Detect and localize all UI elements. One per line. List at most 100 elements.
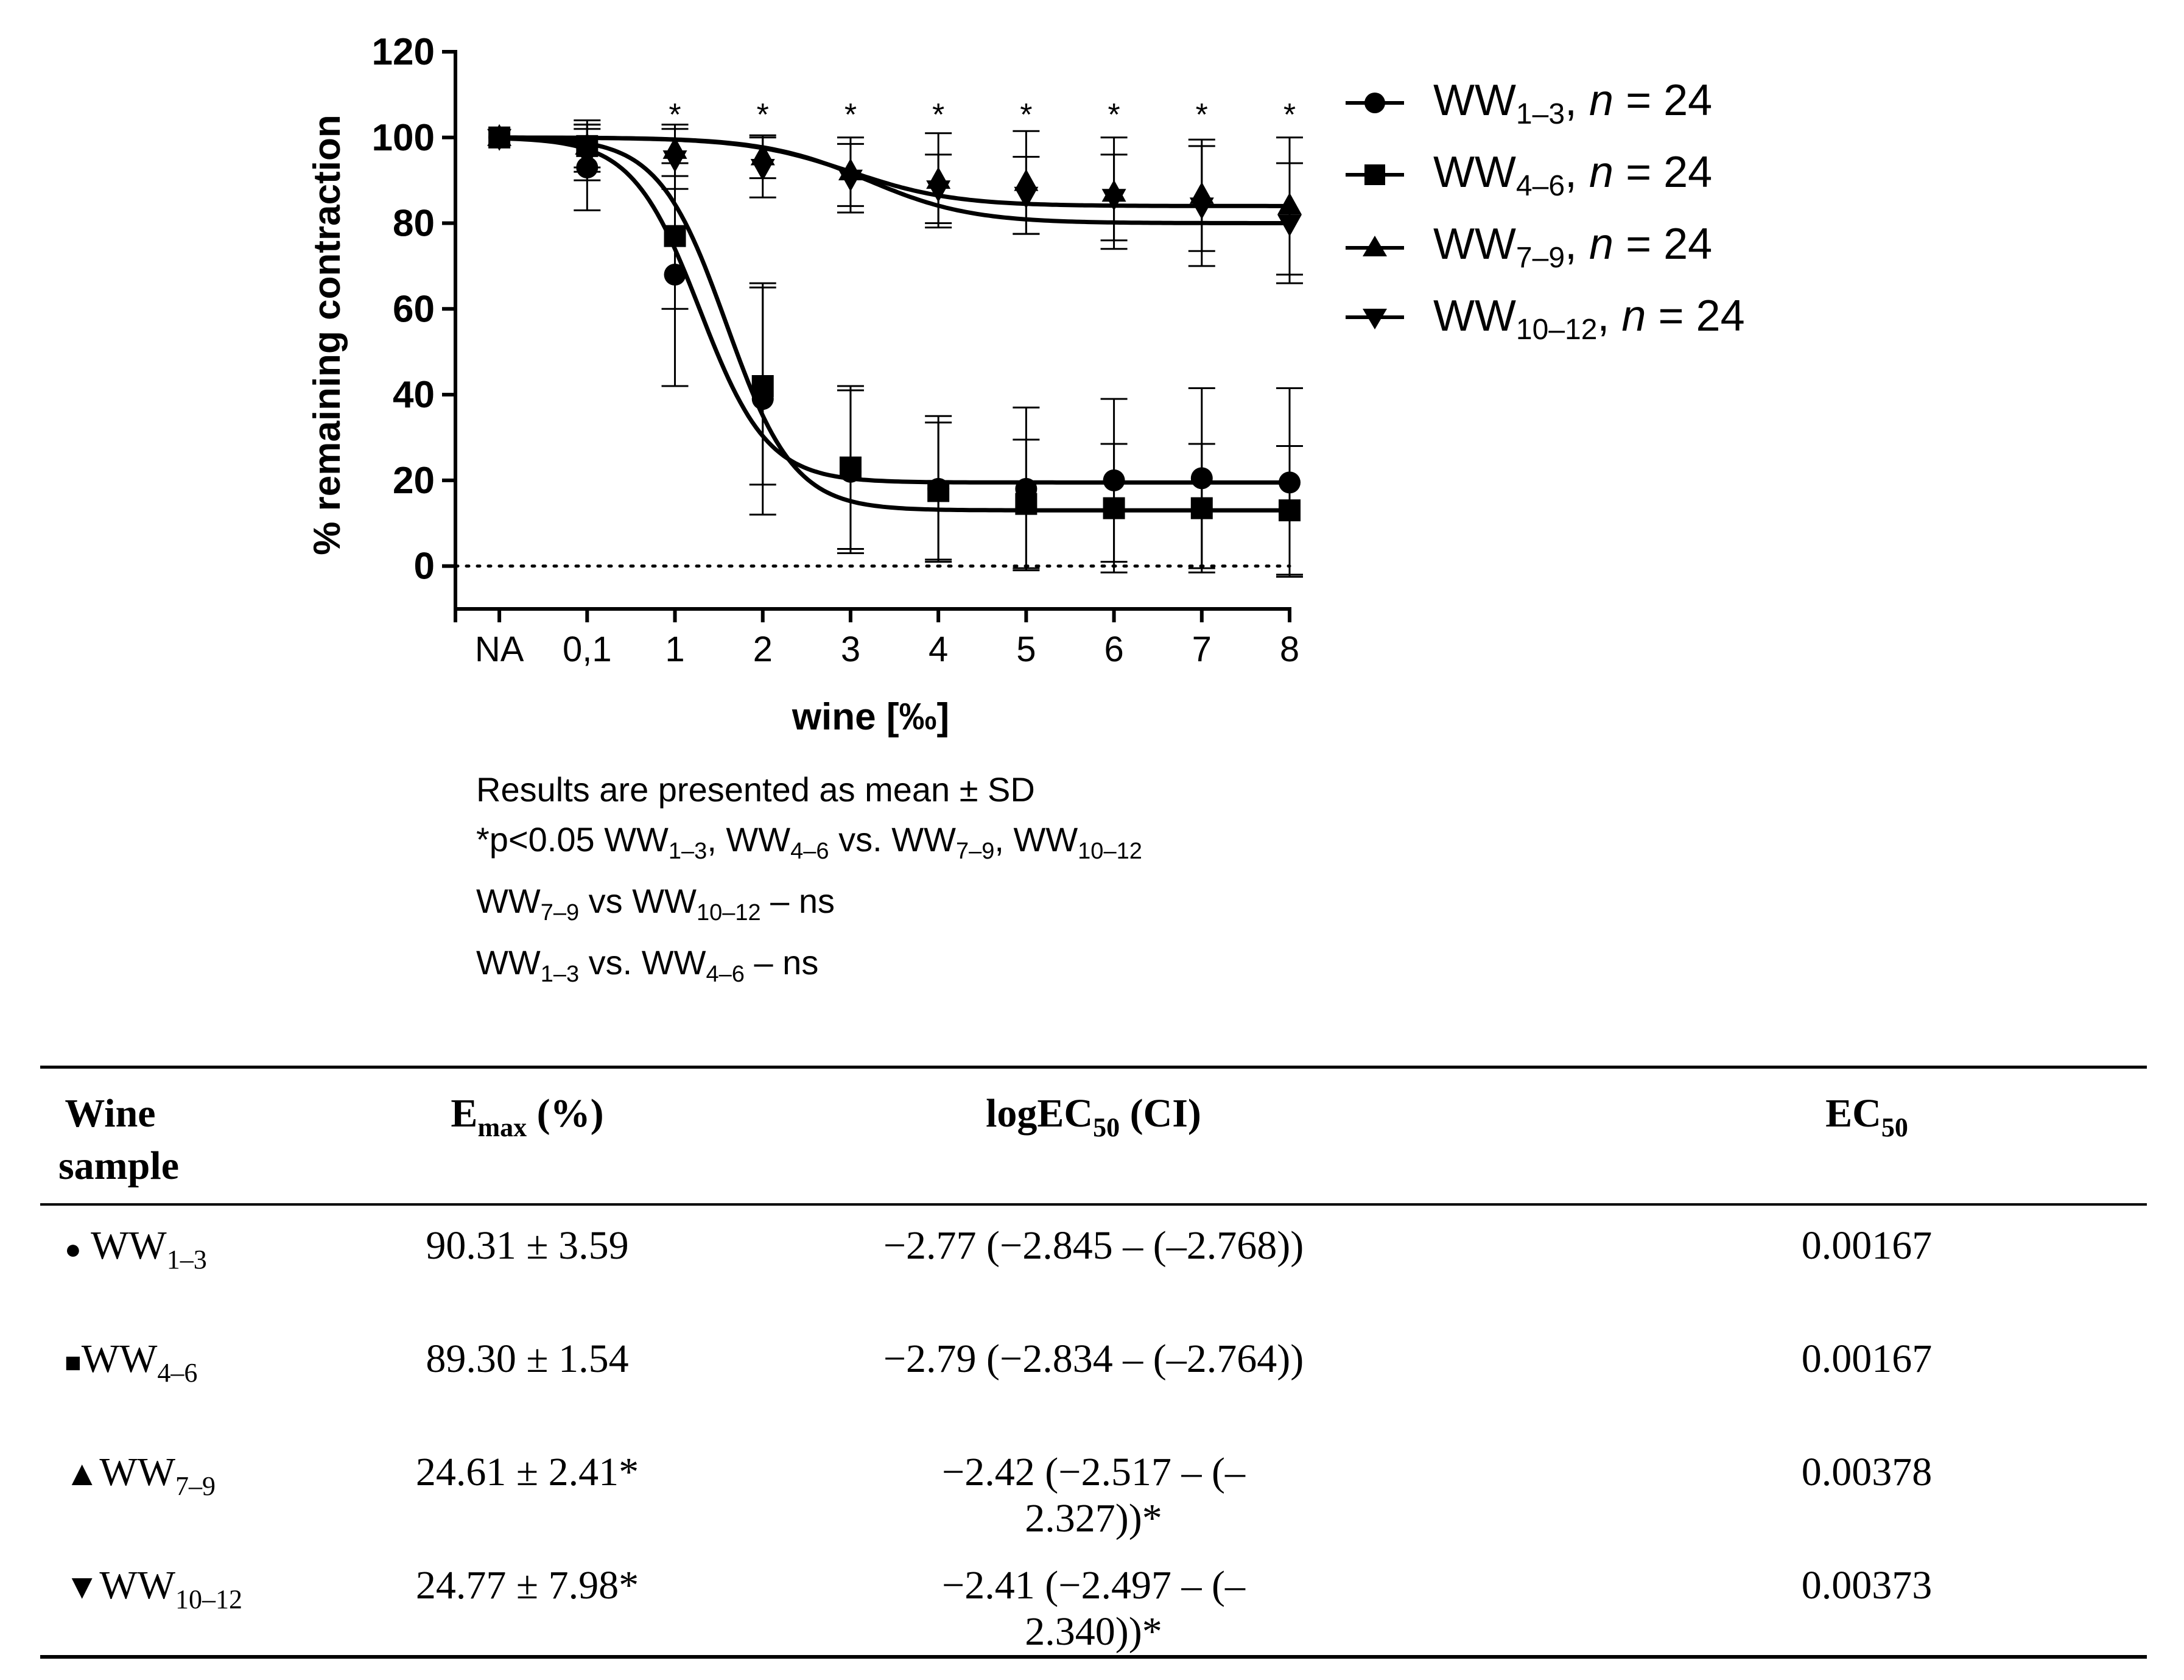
data-point-triangle-up [1277, 192, 1302, 215]
data-points [487, 124, 1302, 522]
x-tick-label: 1 [665, 630, 684, 669]
data-point-triangle-down [1101, 189, 1126, 211]
data-point-circle [1190, 467, 1213, 490]
table-cell-logec50: −2.77 (−2.845 – (–2.768)) [883, 1223, 1304, 1268]
legend-item-ww10-12: WW10–12, n = 24 [1346, 283, 1745, 354]
significance-star: * [844, 97, 857, 133]
significance-star: * [1020, 97, 1032, 133]
legend-item-ww7-9: WW7–9, n = 24 [1346, 211, 1745, 283]
table-bottom-rule [40, 1655, 2147, 1659]
table-cell-emax: 89.30 ± 1.54 [426, 1337, 629, 1381]
triangle-up-icon: ▲ [65, 1453, 100, 1493]
table-cell-logec50: −2.42 (−2.517 – (–2.327))* [942, 1450, 1245, 1541]
legend-label: WW10–12, n = 24 [1433, 291, 1745, 346]
axes: 0 20 40 60 80 100 120 NA 0,1 1 2 3 4 5 6 7 8 [372, 31, 1300, 669]
data-point-triangle-down [750, 159, 775, 181]
x-tick-label: 6 [1104, 630, 1123, 669]
legend-item-ww1-3: WW1–3, n = 24 [1346, 67, 1745, 139]
y-tick-label: 20 [393, 460, 435, 502]
data-point-circle [664, 264, 686, 286]
data-point-square [1015, 493, 1038, 515]
circle-marker-icon [1346, 93, 1404, 113]
x-tick-label: NA [475, 630, 524, 669]
triangle-down-marker-icon [1346, 309, 1404, 329]
data-point-square [839, 456, 862, 479]
data-point-square [664, 225, 686, 247]
note-line-1: Results are presented as mean ± SD [476, 770, 1035, 809]
data-point-square [1103, 497, 1125, 519]
table-top-rule [40, 1066, 2147, 1069]
table-cell-emax: 90.31 ± 3.59 [426, 1223, 629, 1268]
table-cell-ec50: 0.00167 [1801, 1337, 1933, 1381]
header-ec50: EC50 [1825, 1091, 1908, 1142]
data-point-triangle-down [487, 128, 512, 151]
data-point-triangle-down [1189, 197, 1214, 220]
note-line-3: WW7–9 vs WW10–12 – ns [476, 882, 835, 926]
dose-response-chart: 0 20 40 60 80 100 120 NA 0,1 1 2 3 4 5 6 7 8 * * * * * * * * % … [306, 31, 1303, 738]
table-cell-ec50: 0.00167 [1801, 1223, 1933, 1268]
header-logec50: logEC50 (CI) [986, 1091, 1201, 1142]
significance-star: * [1283, 97, 1296, 133]
x-tick-label: 7 [1192, 630, 1212, 669]
significance-star: * [1196, 97, 1208, 133]
y-tick-label: 0 [414, 546, 435, 588]
table-cell-logec50: −2.41 (−2.497 – (–2.340))* [942, 1563, 1245, 1654]
note-line-4: WW1–3 vs. WW4–6 – ns [476, 943, 819, 987]
table-cell-emax: 24.61 ± 2.41* [415, 1450, 639, 1494]
significance-marks: * * * * * * * * [669, 97, 1296, 133]
table-row-sample: ▲WW7–9 [65, 1450, 216, 1501]
data-point-triangle-down [575, 146, 600, 168]
table-cell-emax: 24.77 ± 7.98* [415, 1563, 639, 1608]
data-point-triangle-down [662, 150, 687, 172]
data-point-triangle-down [1014, 186, 1039, 209]
x-tick-label: 3 [841, 630, 860, 669]
data-point-square [1279, 499, 1301, 522]
fit-curve-circle [499, 136, 1290, 485]
x-tick-label: 8 [1280, 630, 1299, 669]
significance-star: * [1108, 97, 1120, 133]
significance-star: * [757, 97, 769, 133]
y-tick-label: 80 [393, 203, 435, 245]
data-point-triangle-down [926, 180, 951, 203]
table-row-sample: ▼WW10–12 [65, 1563, 242, 1614]
data-point-square [1190, 497, 1213, 519]
legend-label: WW7–9, n = 24 [1433, 219, 1713, 274]
data-point-square [751, 375, 774, 397]
legend-item-ww4-6: WW4–6, n = 24 [1346, 139, 1745, 211]
significance-star: * [669, 97, 681, 133]
fit-curve-triangle-up [499, 135, 1290, 208]
y-tick-label: 60 [393, 288, 435, 330]
square-marker-icon [1346, 164, 1404, 185]
table-cell-ec50: 0.00373 [1801, 1563, 1933, 1608]
header-emax: Emax (%) [451, 1091, 604, 1142]
chart-legend: WW1–3, n = 24 WW4–6, n = 24 WW7–9, n = 2… [1346, 67, 1745, 354]
legend-label: WW1–3, n = 24 [1433, 76, 1713, 130]
table-cell-logec50: −2.79 (−2.834 – (–2.764)) [883, 1337, 1304, 1381]
table-row-sample: ■WW4–6 [65, 1337, 198, 1388]
y-tick-label: 40 [393, 374, 435, 416]
x-axis-title: wine [‰] [792, 696, 949, 738]
y-tick-label: 100 [372, 117, 435, 159]
x-tick-label: 4 [929, 630, 948, 669]
fit-curve-square [499, 136, 1290, 513]
data-point-triangle-down [838, 169, 863, 192]
fit-curves [499, 135, 1290, 513]
x-tick-label: 2 [753, 630, 773, 669]
data-point-triangle-up [1014, 169, 1039, 191]
data-point-square [927, 480, 950, 502]
header-wine-sample: Wine sample [58, 1091, 179, 1188]
x-tick-label: 0,1 [563, 630, 612, 669]
data-point-circle [1279, 471, 1301, 494]
triangle-down-icon: ▼ [65, 1567, 100, 1606]
data-point-triangle-down [1277, 214, 1302, 237]
x-tick-label: 5 [1016, 630, 1036, 669]
circle-icon: ● [65, 1234, 82, 1265]
y-axis-title: % remaining contraction [306, 114, 348, 555]
note-line-2: *p<0.05 WW1–3, WW4–6 vs. WW7–9, WW10–12 [476, 820, 1142, 864]
significance-star: * [932, 97, 944, 133]
y-tick-label: 120 [372, 31, 435, 73]
data-point-circle [1103, 469, 1125, 491]
fit-curve-triangle-down [499, 135, 1290, 225]
square-icon: ■ [65, 1347, 82, 1378]
table-header-rule [40, 1203, 2147, 1206]
